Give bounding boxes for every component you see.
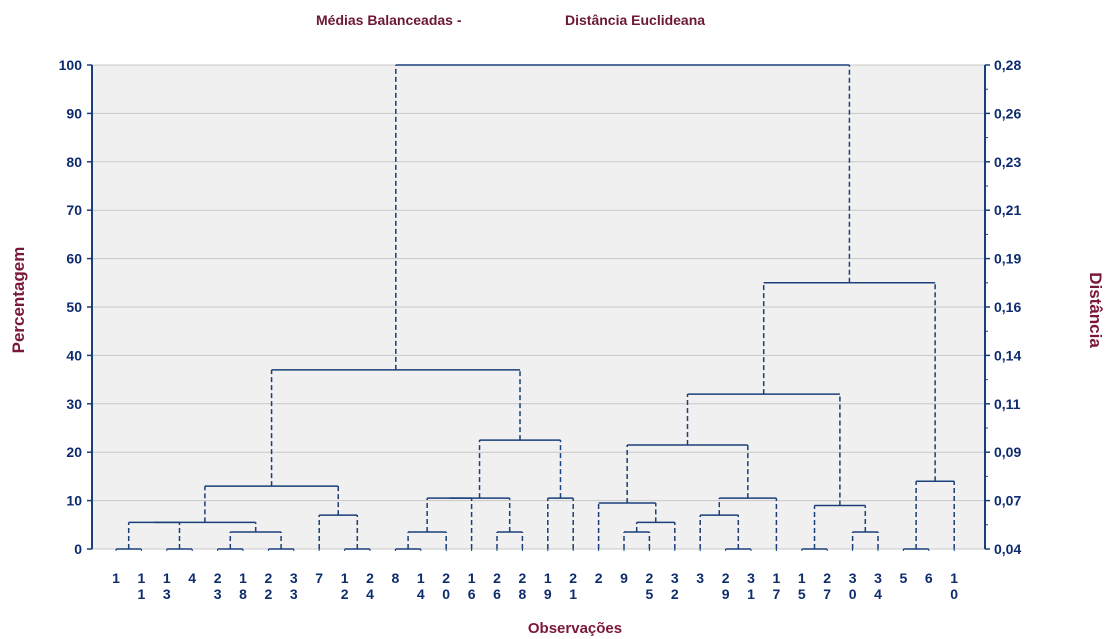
leaf-label: 1 xyxy=(798,570,806,586)
leaf-label: 2 xyxy=(493,570,501,586)
leaf-label: 2 xyxy=(519,570,527,586)
leaf-label: 2 xyxy=(265,570,273,586)
right-tick-label: 0,28 xyxy=(994,57,1021,73)
leaf-label: 6 xyxy=(468,586,476,602)
leaf-label: 3 xyxy=(290,586,298,602)
leaf-label: 1 xyxy=(950,570,958,586)
leaf-label: 3 xyxy=(849,570,857,586)
leaf-label: 2 xyxy=(823,570,831,586)
leaf-label: 9 xyxy=(544,586,552,602)
leaf-label: 3 xyxy=(214,586,222,602)
x-axis-title: Observações xyxy=(528,620,622,637)
leaf-label: 1 xyxy=(138,570,146,586)
dendrogram-links xyxy=(115,64,955,551)
right-tick-label: 0,14 xyxy=(994,347,1021,363)
leaf-label: 9 xyxy=(620,570,628,586)
leaf-label: 3 xyxy=(671,570,679,586)
leaf-label: 8 xyxy=(239,586,247,602)
leaf-label: 7 xyxy=(773,586,781,602)
left-tick-label: 20 xyxy=(66,444,82,460)
leaf-label: 2 xyxy=(214,570,222,586)
right-tick-label: 0,11 xyxy=(994,396,1021,412)
right-tick-label: 0,07 xyxy=(994,493,1021,509)
left-tick-label: 100 xyxy=(59,57,83,73)
leaf-label: 0 xyxy=(442,586,450,602)
leaf-label: 2 xyxy=(569,570,577,586)
chart-title-left: Médias Balanceadas - xyxy=(316,12,462,28)
leaf-label: 4 xyxy=(366,586,374,602)
leaf-label: 7 xyxy=(315,570,323,586)
leaf-label: 1 xyxy=(417,570,425,586)
left-tick-label: 40 xyxy=(66,347,82,363)
leaf-label: 1 xyxy=(544,570,552,586)
left-tick-label: 0 xyxy=(74,541,82,557)
leaf-label: 5 xyxy=(900,570,908,586)
leaf-label: 1 xyxy=(468,570,476,586)
left-y-axis-title: Percentagem xyxy=(9,247,28,354)
left-tick-label: 90 xyxy=(66,105,82,121)
leaf-label: 1 xyxy=(163,570,171,586)
leaf-label: 2 xyxy=(442,570,450,586)
leaf-label: 4 xyxy=(417,586,425,602)
leaf-label: 3 xyxy=(290,570,298,586)
left-tick-label: 50 xyxy=(66,299,82,315)
leaf-label: 5 xyxy=(646,586,654,602)
right-tick-label: 0,19 xyxy=(994,251,1021,267)
right-tick-label: 0,09 xyxy=(994,444,1021,460)
leaf-label: 8 xyxy=(392,570,400,586)
leaf-label: 1 xyxy=(341,570,349,586)
leaf-label: 4 xyxy=(188,570,196,586)
leaf-label: 2 xyxy=(341,586,349,602)
left-tick-label: 10 xyxy=(66,493,82,509)
leaf-label: 7 xyxy=(823,586,831,602)
right-y-axis-title: Distância xyxy=(1086,272,1105,348)
leaf-label: 1 xyxy=(239,570,247,586)
leaf-label: 2 xyxy=(595,570,603,586)
right-tick-label: 0,26 xyxy=(994,105,1021,121)
right-tick-label: 0,21 xyxy=(994,202,1021,218)
left-tick-label: 70 xyxy=(66,202,82,218)
right-tick-label: 0,23 xyxy=(994,154,1021,170)
leaf-label: 0 xyxy=(950,586,958,602)
right-y-axis-ticks: 0,04 0,07 0,09 0,11 0,14 0,16 0,19 0,21 0,23 0,26… xyxy=(985,57,1021,557)
leaf-label: 2 xyxy=(265,586,273,602)
left-y-axis-ticks: 0 10 20 30 40 50 60 70 80 90 100 xyxy=(59,57,92,557)
leaf-label: 2 xyxy=(646,570,654,586)
leaf-label: 5 xyxy=(798,586,806,602)
leaf-label: 3 xyxy=(696,570,704,586)
chart-title-right: Distância Euclideana xyxy=(565,12,705,28)
leaf-label: 9 xyxy=(722,586,730,602)
left-tick-label: 30 xyxy=(66,396,82,412)
leaf-label: 2 xyxy=(671,586,679,602)
leaf-label: 1 xyxy=(112,570,120,586)
leaf-label: 1 xyxy=(569,586,577,602)
leaf-label: 1 xyxy=(138,586,146,602)
leaf-label: 8 xyxy=(519,586,527,602)
right-tick-label: 0,16 xyxy=(994,299,1021,315)
left-tick-label: 80 xyxy=(66,154,82,170)
leaf-label: 1 xyxy=(773,570,781,586)
leaf-label: 3 xyxy=(163,586,171,602)
leaf-label: 3 xyxy=(874,570,882,586)
leaf-label: 4 xyxy=(874,586,882,602)
leaf-label: 6 xyxy=(925,570,933,586)
left-tick-label: 60 xyxy=(66,251,82,267)
leaf-label: 2 xyxy=(722,570,730,586)
leaf-label: 2 xyxy=(366,570,374,586)
leaf-label: 6 xyxy=(493,586,501,602)
leaf-label: 1 xyxy=(747,586,755,602)
leaf-label: 0 xyxy=(849,586,857,602)
right-tick-label: 0,04 xyxy=(994,541,1021,557)
leaf-label: 3 xyxy=(747,570,755,586)
